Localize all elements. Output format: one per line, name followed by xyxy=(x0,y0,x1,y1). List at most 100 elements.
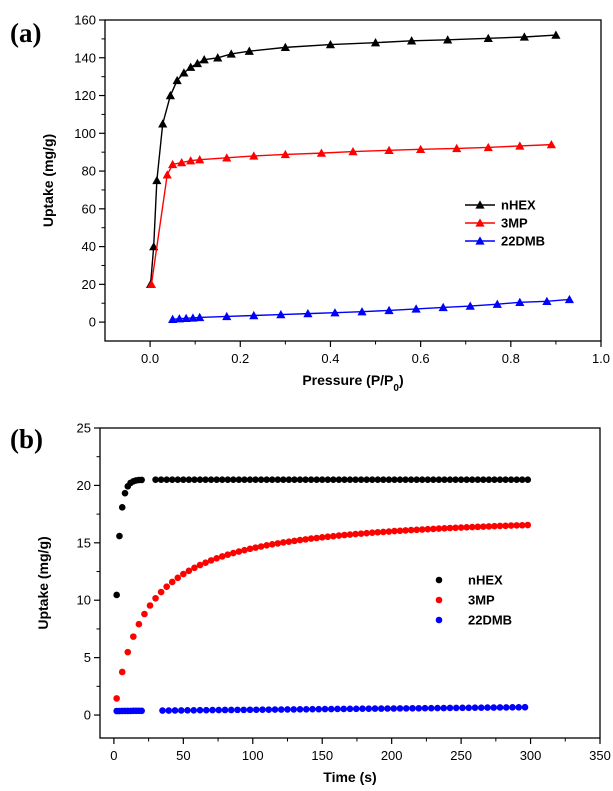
data-point-nhex xyxy=(152,476,159,483)
data-point-22dmb xyxy=(188,313,198,322)
data-point-nhex xyxy=(199,55,209,64)
series-3mp xyxy=(113,521,532,702)
data-point-nhex xyxy=(179,68,189,77)
plot-frame xyxy=(104,19,602,342)
data-point-3mp xyxy=(316,148,327,157)
data-point-3mp xyxy=(457,524,465,531)
data-point-22dmb xyxy=(290,706,298,713)
data-point-3mp xyxy=(424,525,432,533)
data-point-3mp xyxy=(502,522,509,530)
data-point-22dmb xyxy=(168,314,178,323)
data-point-3mp xyxy=(235,548,243,555)
data-point-nhex xyxy=(368,476,376,483)
y-tick-label: 25 xyxy=(77,421,91,436)
legend-label-nhex: nHEX xyxy=(468,573,503,588)
data-point-nhex xyxy=(116,532,123,540)
data-point-nhex xyxy=(507,476,515,483)
data-point-22dmb xyxy=(440,704,448,712)
y-axis-title: Uptake (mg/g) xyxy=(40,134,56,227)
data-point-3mp xyxy=(146,279,157,289)
y-tick-label: 120 xyxy=(74,88,96,103)
data-point-nhex xyxy=(518,476,526,483)
data-point-nhex xyxy=(218,476,226,483)
data-point-3mp xyxy=(224,551,232,558)
data-point-3mp xyxy=(130,633,137,640)
data-point-3mp xyxy=(280,539,287,546)
data-point-22dmb xyxy=(209,706,216,714)
data-point-nhex xyxy=(307,476,315,483)
data-point-3mp xyxy=(146,602,154,609)
data-point-nhex xyxy=(302,476,309,483)
data-point-3mp xyxy=(185,567,193,575)
data-point-3mp xyxy=(186,156,196,165)
data-point-3mp xyxy=(180,570,187,578)
data-point-22dmb xyxy=(509,704,516,711)
x-axis-title-main: Pressure (P/P xyxy=(302,372,393,388)
x-tick-label: 150 xyxy=(311,748,333,763)
data-point-3mp xyxy=(374,528,382,536)
data-point-nhex xyxy=(335,476,343,483)
data-point-22dmb xyxy=(296,705,304,713)
data-point-3mp xyxy=(191,564,198,572)
data-point-3mp xyxy=(141,610,148,618)
legend-label-22dmb: 22DMB xyxy=(501,234,545,249)
data-point-nhex xyxy=(186,62,196,71)
data-point-nhex xyxy=(430,476,437,483)
data-point-3mp xyxy=(402,527,409,534)
y-tick-label: 20 xyxy=(77,478,91,493)
data-point-3mp xyxy=(335,532,343,539)
data-point-nhex xyxy=(325,39,336,49)
y-tick-label: 60 xyxy=(82,201,96,216)
data-point-3mp xyxy=(480,523,487,530)
y-tick-label: 0 xyxy=(89,315,96,330)
legend-marker-22dmb xyxy=(435,616,443,624)
data-point-nhex xyxy=(396,476,404,483)
data-point-nhex xyxy=(502,476,509,483)
data-point-22dmb xyxy=(465,704,473,712)
x-tick-label: 0.8 xyxy=(502,351,520,366)
data-point-22dmb xyxy=(411,304,421,313)
data-point-3mp xyxy=(468,523,476,531)
y-axis-title: Uptake (mg/g) xyxy=(35,536,51,629)
data-point-nhex xyxy=(407,36,417,45)
data-point-nhex xyxy=(357,476,365,483)
series-22dmb xyxy=(168,294,575,323)
data-point-22dmb xyxy=(195,312,205,322)
data-point-22dmb xyxy=(359,705,366,713)
data-point-3mp xyxy=(296,536,304,544)
data-point-22dmb xyxy=(352,705,360,713)
data-point-3mp xyxy=(280,149,290,159)
data-point-3mp xyxy=(124,648,132,656)
data-point-3mp xyxy=(396,527,404,535)
data-point-3mp xyxy=(452,143,462,153)
data-point-nhex xyxy=(280,42,290,52)
data-point-nhex xyxy=(519,32,529,41)
legend-marker-nhex xyxy=(435,576,443,584)
data-point-22dmb xyxy=(240,706,248,714)
data-point-nhex xyxy=(402,476,409,483)
data-point-3mp xyxy=(291,537,298,545)
data-point-22dmb xyxy=(427,704,435,712)
data-point-nhex xyxy=(513,476,520,483)
data-point-nhex xyxy=(463,476,470,483)
data-point-3mp xyxy=(113,695,120,702)
series-nhex xyxy=(113,476,532,599)
data-point-nhex xyxy=(224,476,232,483)
data-point-3mp xyxy=(285,538,293,545)
panel-label: (a) xyxy=(10,18,41,48)
panel-label: (b) xyxy=(10,424,43,454)
data-point-3mp xyxy=(341,531,348,539)
data-point-22dmb xyxy=(177,707,185,714)
y-tick-label: 40 xyxy=(82,239,96,254)
data-point-nhex xyxy=(138,476,145,484)
legend-marker-22dmb xyxy=(475,236,485,245)
data-point-nhex xyxy=(172,75,182,85)
data-point-3mp xyxy=(452,524,459,532)
data-point-3mp xyxy=(380,528,387,536)
data-point-3mp xyxy=(152,594,159,602)
data-point-22dmb xyxy=(357,307,367,316)
data-point-nhex xyxy=(374,476,382,483)
data-point-22dmb xyxy=(465,301,475,310)
data-point-22dmb xyxy=(249,310,259,320)
data-point-22dmb xyxy=(390,705,398,712)
